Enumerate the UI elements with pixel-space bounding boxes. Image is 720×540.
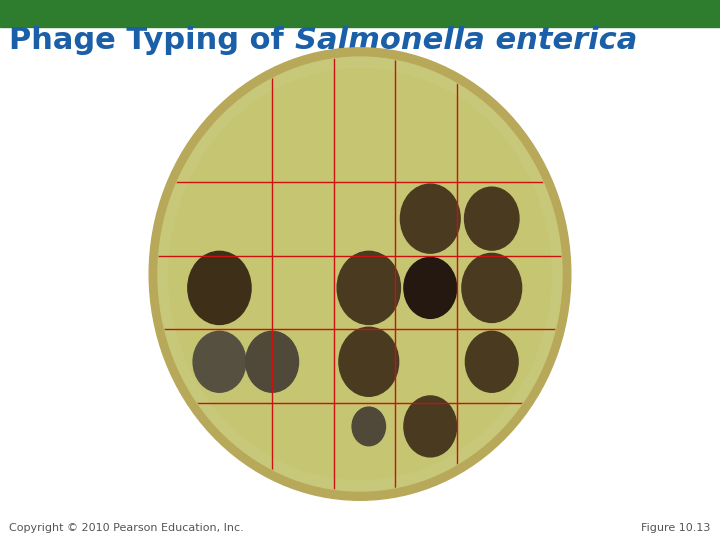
Text: Figure 10.13: Figure 10.13 <box>642 523 711 533</box>
Ellipse shape <box>404 396 456 457</box>
Ellipse shape <box>465 332 518 392</box>
Ellipse shape <box>400 184 460 253</box>
Bar <box>0 0 720 27</box>
Ellipse shape <box>337 251 400 325</box>
Ellipse shape <box>462 253 521 322</box>
Ellipse shape <box>404 258 456 319</box>
Ellipse shape <box>339 327 399 396</box>
Ellipse shape <box>169 69 551 480</box>
Text: Phage Typing of: Phage Typing of <box>9 26 294 55</box>
Ellipse shape <box>158 57 562 491</box>
Ellipse shape <box>352 407 385 446</box>
Text: Copyright © 2010 Pearson Education, Inc.: Copyright © 2010 Pearson Education, Inc. <box>9 523 244 533</box>
Ellipse shape <box>246 332 299 392</box>
Ellipse shape <box>464 187 519 250</box>
Ellipse shape <box>149 48 571 500</box>
Ellipse shape <box>188 251 251 325</box>
Text: Salmonella enterica: Salmonella enterica <box>294 26 637 55</box>
Ellipse shape <box>193 332 246 392</box>
